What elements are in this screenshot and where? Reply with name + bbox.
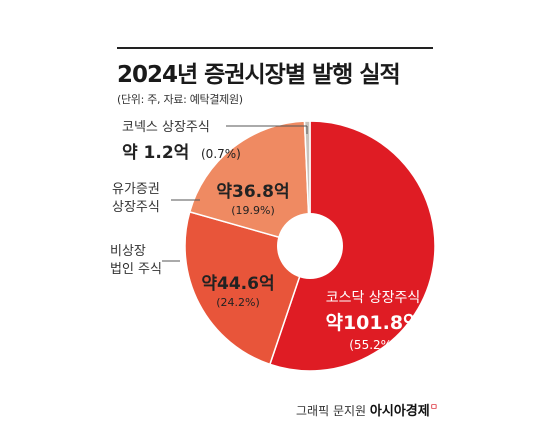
ext-label-kospi-line2: 상장주식 [112, 200, 160, 215]
ext-label-unlisted-line1: 비상장 [110, 244, 146, 259]
publisher-mark-icon: ㅁ [429, 403, 438, 413]
ext-label-konex: 코넥스 상장주식 [122, 120, 210, 135]
label-konex-pct: (0.7%) [201, 147, 241, 161]
credit-prefix: 그래픽 문지원 [296, 404, 367, 418]
label-kospi-pct: (19.9%) [231, 204, 275, 217]
ext-label-unlisted-line2: 법인 주식 [110, 262, 162, 277]
title-rule [117, 47, 433, 49]
label-konex-amount: 약 1.2억 [122, 142, 189, 163]
label-kospi-amount: 약36.8억 [216, 181, 289, 202]
slice-kosdaq [268, 120, 436, 372]
publisher-logo: 아시아경제 [369, 404, 430, 419]
donut-hole [277, 213, 343, 279]
chart-subtitle: (단위: 주, 자료: 예탁결제원) [117, 93, 243, 106]
label-kosdaq-name: 코스닥 상장주식 [326, 290, 421, 306]
graphic-credit: 그래픽 문지원 아시아경제ㅁ [296, 400, 438, 419]
chart-title: 2024년 증권시장별 발행 실적 [117, 62, 401, 88]
ext-label-kospi-line1: 유가증권 [112, 182, 160, 197]
slice-kospi [188, 120, 311, 248]
label-kosdaq-amount: 약101.8억 [325, 312, 420, 334]
label-unlisted-pct: (24.2%) [216, 296, 260, 309]
label-unlisted-amount: 약44.6억 [201, 273, 274, 294]
label-kosdaq-pct: (55.2%) [349, 338, 396, 352]
